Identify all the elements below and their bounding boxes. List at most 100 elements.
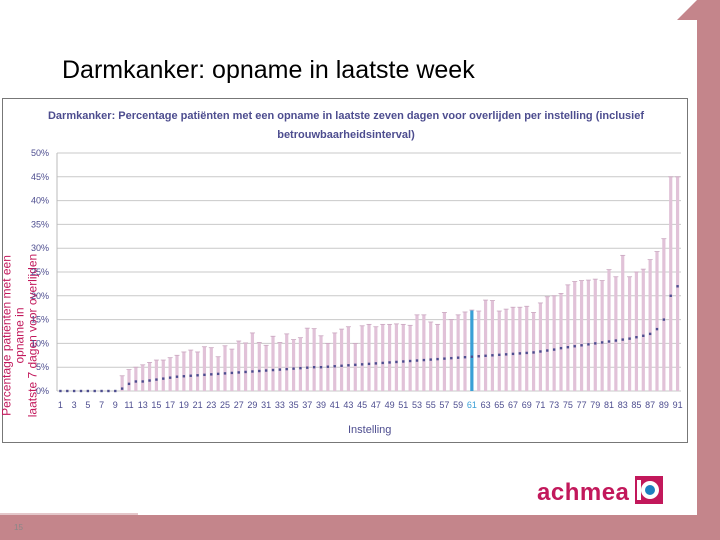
interval-bar	[298, 337, 303, 391]
interval-bar	[442, 312, 447, 391]
slide-corner-tab	[677, 0, 697, 20]
point-estimate	[463, 356, 467, 359]
x-tick-label: 85	[631, 400, 641, 410]
x-tick-label: 59	[453, 400, 463, 410]
x-tick-label: 49	[385, 400, 395, 410]
interval-bar	[175, 355, 179, 391]
point-estimate	[120, 387, 124, 390]
point-estimate	[196, 374, 199, 377]
point-estimate	[114, 389, 117, 393]
y-tick-label: 45%	[31, 172, 49, 182]
point-estimate	[552, 348, 556, 351]
x-tick-label: 3	[72, 400, 77, 410]
point-estimate	[580, 344, 583, 347]
interval-bar	[305, 328, 309, 391]
interval-bar	[483, 300, 488, 391]
interval-bar	[627, 276, 632, 391]
point-estimate	[340, 364, 343, 367]
point-estimate	[436, 357, 439, 361]
point-estimate	[155, 378, 158, 381]
x-tick-label: 17	[165, 400, 175, 410]
point-estimate	[258, 369, 261, 373]
interval-bar	[353, 343, 357, 391]
x-tick-label: 39	[316, 400, 326, 410]
x-tick-label: 61	[467, 400, 477, 410]
point-estimate	[518, 352, 522, 355]
point-estimate	[100, 389, 103, 393]
point-estimate	[498, 353, 501, 357]
point-estimate	[402, 360, 405, 363]
interval-bar	[579, 280, 584, 391]
point-estimate	[367, 362, 371, 366]
interval-bar	[285, 333, 289, 391]
point-estimate	[216, 372, 220, 376]
x-tick-label: 63	[481, 400, 491, 410]
point-estimate	[388, 361, 391, 364]
x-tick-label: 23	[206, 400, 216, 410]
x-tick-label: 27	[234, 400, 244, 410]
point-estimate	[264, 369, 268, 372]
x-tick-label: 79	[590, 400, 600, 410]
interval-bar	[401, 324, 405, 391]
point-estimate	[635, 336, 638, 339]
point-estimate	[189, 374, 192, 377]
interval-bar	[545, 296, 549, 391]
x-tick-label: 19	[179, 400, 189, 410]
x-tick-label: 57	[439, 400, 449, 410]
y-tick-label: 30%	[31, 243, 49, 253]
point-estimate	[285, 367, 288, 371]
interval-bar	[456, 314, 460, 391]
point-estimate	[443, 357, 446, 360]
x-tick-label: 11	[124, 400, 133, 410]
interval-bar	[655, 251, 659, 391]
point-estimate	[326, 365, 330, 368]
x-tick-label: 9	[113, 400, 118, 410]
point-estimate	[491, 354, 494, 357]
point-estimate	[381, 361, 384, 365]
interval-bar	[237, 341, 241, 391]
point-estimate	[72, 389, 76, 393]
x-tick-label: 31	[261, 400, 271, 410]
x-tick-label: 51	[398, 400, 408, 410]
interval-bar	[189, 350, 193, 391]
point-estimate	[86, 389, 90, 393]
point-estimate	[182, 375, 186, 378]
y-tick-label: 40%	[31, 196, 49, 206]
interval-bar	[264, 345, 268, 391]
interval-bar	[120, 375, 124, 391]
interval-bar	[463, 311, 467, 391]
interval-bar	[490, 300, 495, 391]
interval-bar	[552, 295, 556, 391]
footer-divider	[0, 513, 138, 515]
point-estimate	[395, 360, 398, 364]
y-tick-label: 35%	[31, 219, 49, 229]
interval-bar	[559, 293, 563, 391]
point-estimate	[600, 341, 604, 344]
x-tick-label: 83	[618, 400, 628, 410]
logo-mark-icon	[635, 476, 664, 509]
point-estimate	[333, 365, 336, 368]
interval-bar	[202, 346, 207, 391]
achmea-logo: achmea	[537, 476, 664, 509]
x-tick-label: 87	[645, 400, 655, 410]
point-estimate	[511, 352, 515, 356]
interval-bar	[243, 342, 248, 391]
interval-bar	[470, 310, 474, 391]
point-estimate	[230, 371, 234, 375]
interval-bar	[271, 336, 275, 391]
point-estimate	[655, 327, 659, 331]
point-estimate	[594, 342, 597, 345]
y-tick-label: 0%	[36, 386, 49, 396]
interval-bar	[161, 360, 165, 391]
interval-bar	[634, 272, 639, 391]
point-estimate	[127, 382, 131, 386]
interval-bar	[518, 307, 522, 391]
y-tick-label: 5%	[36, 362, 49, 372]
point-estimate	[607, 340, 611, 343]
point-estimate	[237, 371, 240, 374]
chart-title: Darmkanker: Percentage patiënten met een…	[3, 107, 689, 145]
y-tick-label: 25%	[31, 267, 49, 277]
x-tick-label: 41	[330, 400, 340, 410]
point-estimate	[676, 285, 679, 288]
interval-bar	[675, 176, 680, 391]
